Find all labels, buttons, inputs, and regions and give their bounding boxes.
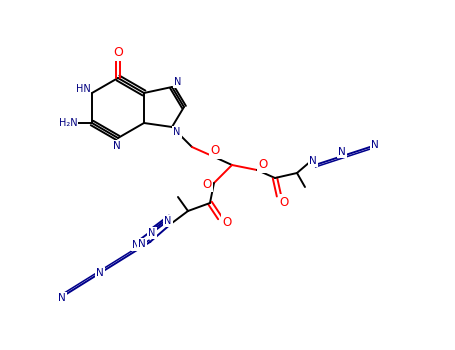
Text: N: N — [58, 293, 66, 303]
Text: N: N — [164, 216, 172, 226]
Text: HN: HN — [76, 84, 91, 94]
Text: N: N — [338, 147, 346, 157]
Text: O: O — [279, 196, 288, 209]
Text: N: N — [371, 140, 379, 150]
Text: N: N — [113, 141, 121, 151]
Text: O: O — [202, 177, 212, 190]
Text: O: O — [258, 159, 268, 172]
Text: O: O — [222, 216, 232, 229]
Text: H₂N: H₂N — [59, 118, 77, 128]
Text: N: N — [173, 127, 181, 137]
Text: N: N — [309, 156, 317, 166]
Text: N: N — [138, 239, 146, 249]
Text: N: N — [148, 228, 156, 238]
Text: O: O — [210, 145, 220, 158]
Text: O: O — [113, 47, 123, 60]
Text: N: N — [174, 77, 182, 87]
Text: N: N — [132, 240, 140, 250]
Text: N: N — [96, 268, 104, 278]
